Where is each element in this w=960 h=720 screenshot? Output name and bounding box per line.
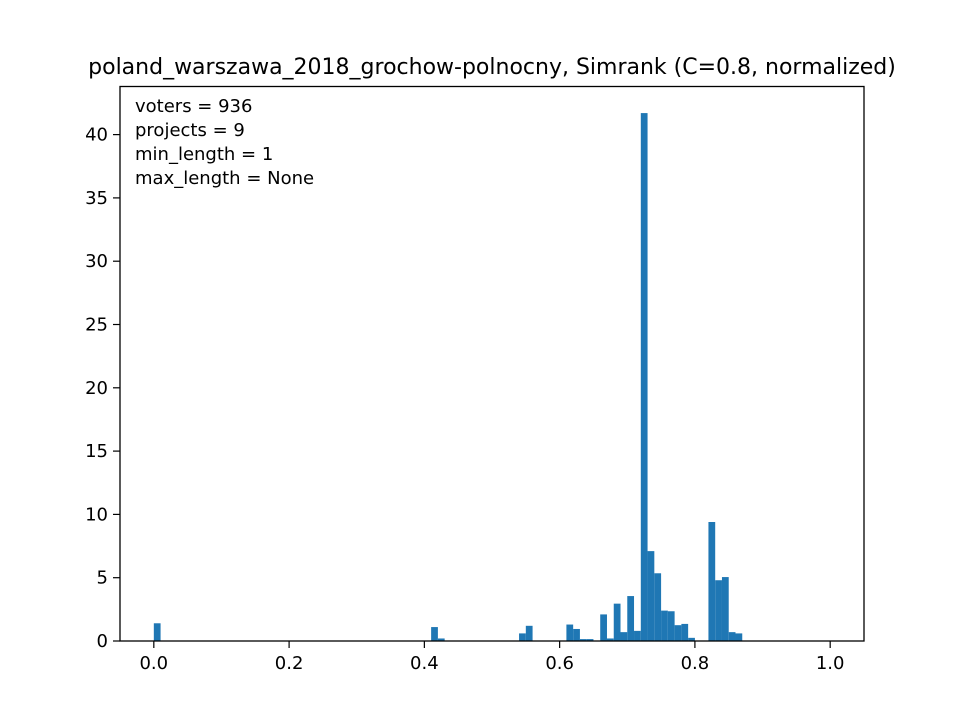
x-tick-label: 0.8 [681, 653, 710, 674]
x-axis-ticks: 0.0 0.2 0.4 0.6 0.8 1.0 [139, 641, 845, 674]
histogram-bar [715, 580, 722, 641]
chart-title: poland_warszawa_2018_grochow-polnocny, S… [88, 55, 896, 80]
histogram-bar [579, 639, 587, 641]
y-tick-label: 0 [97, 631, 108, 652]
y-tick-label: 15 [85, 441, 108, 462]
stats-annotation: voters = 936 projects = 9 min_length = 1… [135, 96, 314, 189]
y-tick-label: 5 [97, 568, 108, 589]
y-tick-label: 20 [85, 378, 108, 399]
histogram-bar [640, 113, 648, 642]
bars-layer [153, 113, 743, 642]
annotation-min-length: min_length = 1 [135, 144, 273, 165]
annotation-voters: voters = 936 [135, 96, 252, 117]
y-tick-label: 40 [85, 125, 108, 146]
histogram-bar [708, 522, 716, 641]
histogram-bar [600, 614, 607, 641]
histogram-bar [654, 573, 662, 641]
x-tick-label: 1.0 [816, 653, 845, 674]
histogram-bar [437, 638, 445, 641]
histogram-bar [627, 596, 635, 641]
histogram-bar [586, 639, 594, 641]
histogram-bar [728, 632, 736, 641]
annotation-projects: projects = 9 [135, 120, 245, 141]
y-tick-label: 35 [85, 188, 108, 209]
histogram-bar [647, 551, 655, 641]
y-tick-label: 30 [85, 251, 108, 272]
y-axis-ticks: 0 5 10 15 20 25 30 35 40 [85, 125, 120, 652]
histogram-bar [573, 628, 580, 641]
histogram-bar [667, 611, 675, 641]
x-tick-label: 0.4 [410, 653, 439, 674]
histogram-bar [661, 610, 668, 641]
x-tick-label: 0.2 [275, 653, 304, 674]
histogram-bar [681, 623, 689, 641]
x-tick-label: 0.6 [545, 653, 574, 674]
histogram-bar [613, 603, 621, 641]
plot-frame [119, 85, 865, 642]
histogram-bar [431, 627, 438, 641]
histogram-bar [674, 625, 682, 641]
histogram-bar [606, 638, 614, 641]
histogram-bar [566, 624, 574, 641]
y-tick-label: 25 [85, 315, 108, 336]
histogram-bar [735, 633, 743, 641]
histogram-bar [634, 630, 641, 641]
annotation-max-length: max_length = None [135, 168, 314, 189]
histogram-bar [525, 625, 533, 641]
y-tick-label: 10 [85, 504, 108, 525]
histogram-bar [688, 637, 695, 641]
histogram-bar [620, 632, 628, 641]
histogram-bar [153, 623, 161, 641]
x-tick-label: 0.0 [139, 653, 168, 674]
histogram-bar [721, 577, 729, 641]
histogram-bar [519, 633, 526, 641]
